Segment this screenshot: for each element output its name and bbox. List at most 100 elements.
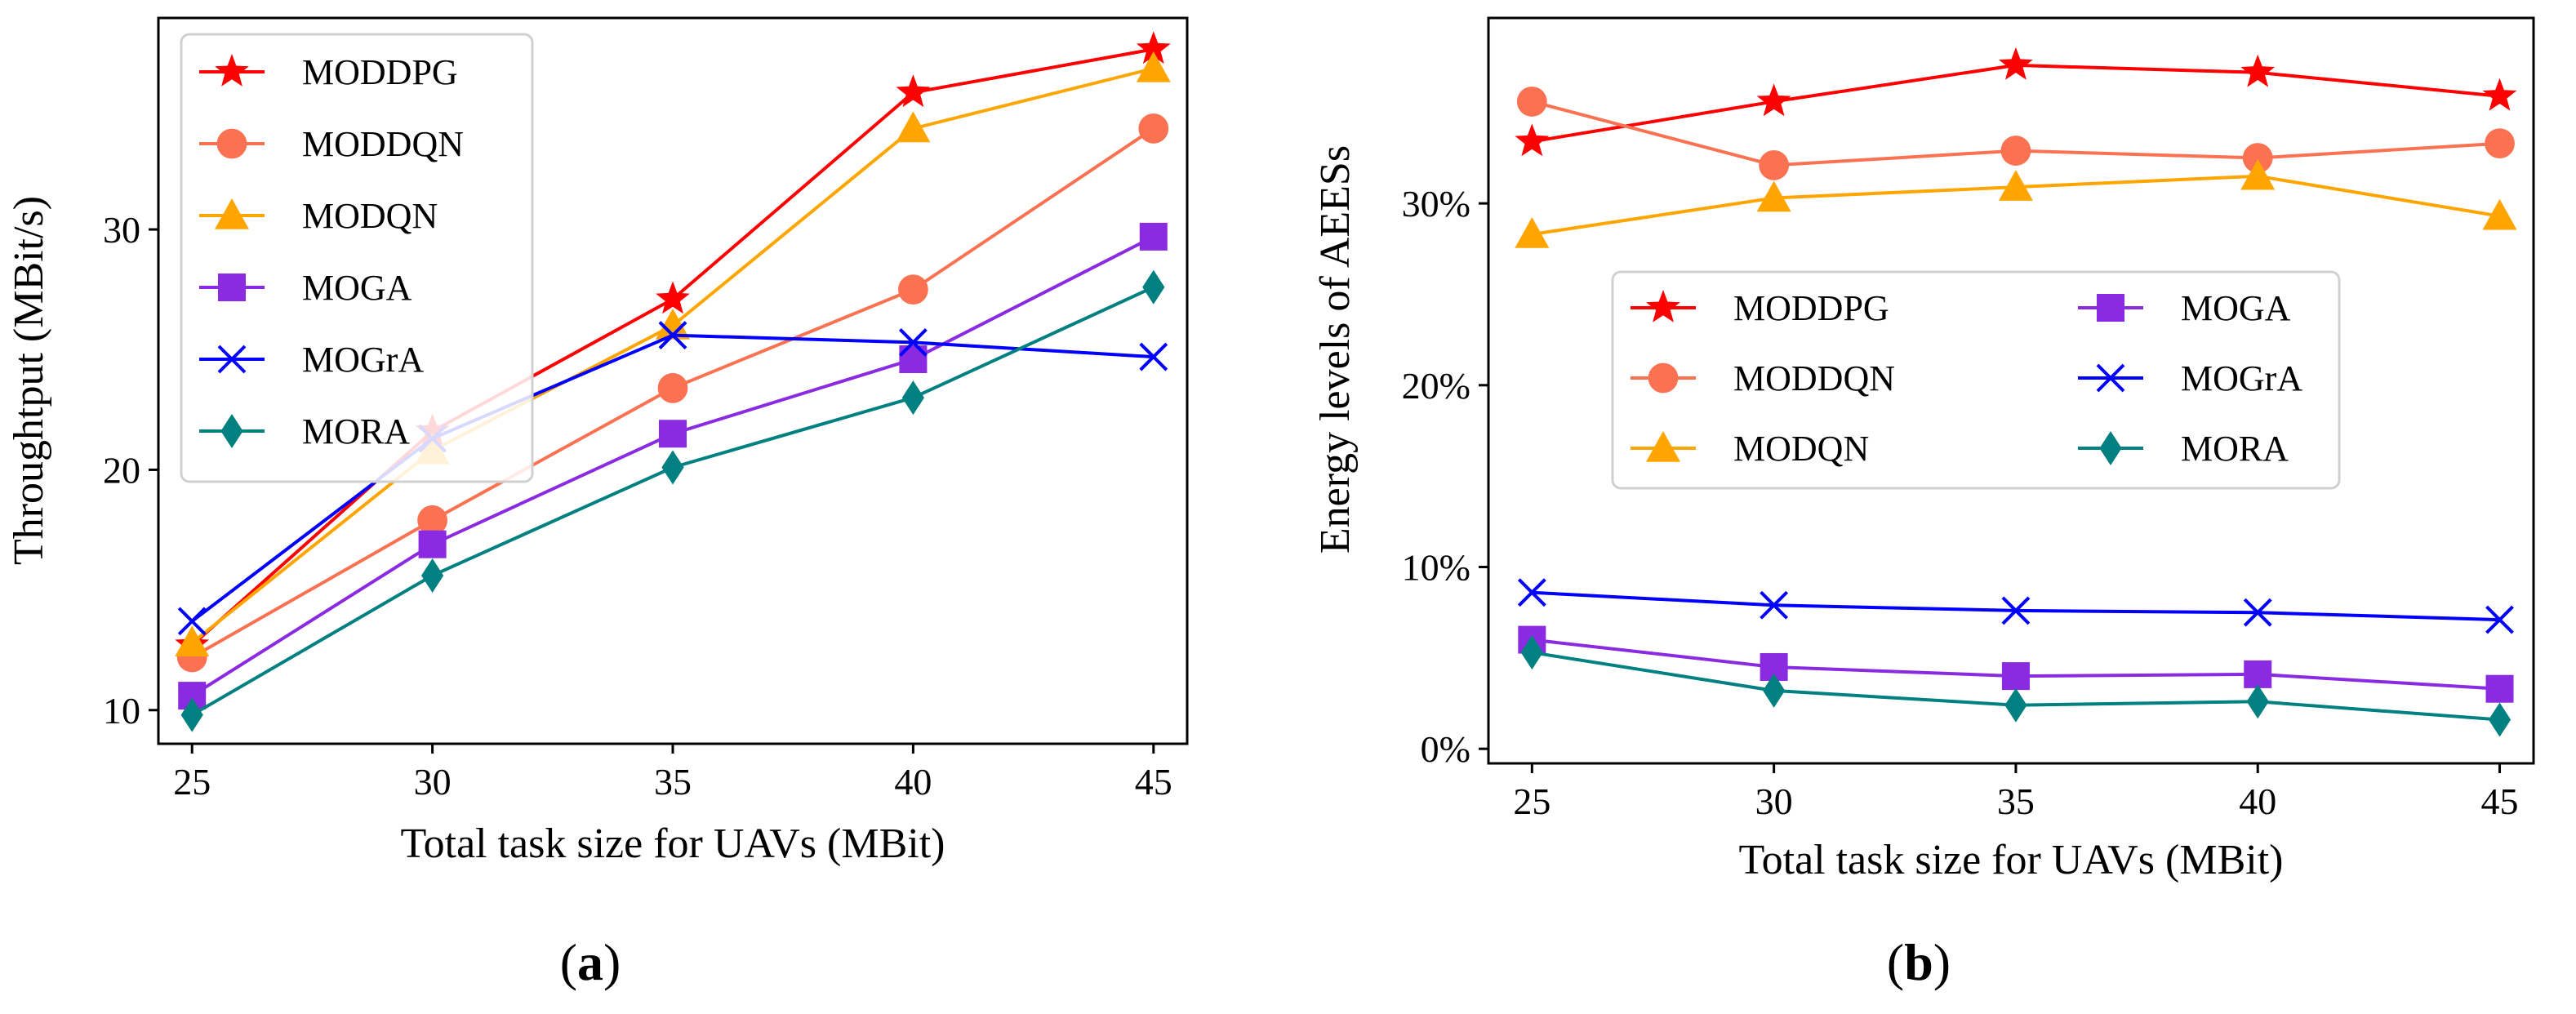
- data-point-moddpg-45: [2482, 78, 2517, 111]
- series-moga: [1518, 625, 2514, 703]
- legend-item-mogra: MOGrA: [199, 340, 424, 380]
- legend-item-moddpg: MODDPG: [199, 52, 458, 92]
- data-point-mogra-45: [1139, 342, 1168, 371]
- data-point-modqn-40: [896, 111, 931, 143]
- series-mogra: [1517, 578, 2514, 634]
- data-point-modqn-35: [1998, 170, 2033, 201]
- y-tick-label: 20: [103, 449, 140, 491]
- y-tick-label: 0%: [1421, 728, 1470, 770]
- data-point-moddpg-35: [656, 281, 690, 314]
- legend-marker-star: [1646, 290, 1680, 322]
- x-axis-label: Total task size for UAVs (MBit): [1739, 837, 2284, 883]
- x-tick-label: 35: [654, 761, 692, 803]
- x-tick-label: 45: [2481, 781, 2519, 822]
- x-tick-label: 35: [1997, 781, 2035, 822]
- legend-item-moga: MOGA: [199, 268, 412, 308]
- x-tick-label: 40: [894, 761, 932, 803]
- series-mora: [1520, 635, 2511, 737]
- data-point-mora-40: [2246, 684, 2269, 719]
- data-point-moddqn-35: [2000, 136, 2031, 166]
- data-point-modqn-45: [1136, 51, 1171, 82]
- caption-open-paren: (: [560, 933, 577, 991]
- caption-close-paren: ): [1933, 933, 1951, 991]
- legend-item-moga: MOGA: [2078, 288, 2291, 328]
- y-tick-label: 10: [103, 690, 140, 732]
- legend-item-modqn: MODQN: [1631, 429, 1869, 469]
- series-line-mogra: [1532, 590, 2500, 622]
- legend-marker-triangle: [1646, 431, 1680, 462]
- series-mora: [180, 269, 1165, 732]
- series-modqn: [1515, 158, 2517, 248]
- data-point-modqn-35: [656, 308, 690, 340]
- data-point-moddqn-30: [417, 505, 448, 536]
- data-point-mora-35: [661, 450, 684, 485]
- y-tick-label: 10%: [1402, 547, 1470, 589]
- legend-label: MODQN: [1733, 429, 1869, 469]
- legend-label: MODDPG: [1733, 288, 1889, 328]
- data-point-moddpg-30: [1756, 83, 1791, 117]
- legend-item-modqn: MODQN: [199, 196, 438, 236]
- data-point-moddqn-45: [2485, 128, 2515, 159]
- data-point-mora-25: [180, 697, 203, 732]
- data-point-mora-25: [1520, 635, 1543, 670]
- x-tick-label: 45: [1135, 761, 1172, 803]
- caption-letter: b: [1904, 933, 1933, 991]
- data-point-mogra-35: [658, 321, 687, 349]
- legend-marker-x: [217, 345, 247, 374]
- data-point-modqn-30: [1756, 180, 1791, 212]
- x-tick-label: 25: [1513, 781, 1550, 822]
- legend-marker-star: [215, 54, 249, 87]
- data-point-moddpg-40: [896, 74, 931, 108]
- data-point-moddqn-40: [897, 274, 928, 305]
- data-point-moga-35: [659, 420, 687, 448]
- data-point-mogra-45: [2485, 605, 2514, 634]
- legend: MODDPG MODDQN MODQN MOGA MOGrA MORA: [1611, 270, 2341, 490]
- y-tick-label: 20%: [1402, 365, 1470, 407]
- panel-caption: (a): [560, 933, 621, 991]
- panel-caption: (b): [1887, 933, 1951, 991]
- data-point-moga-45: [1139, 222, 1168, 251]
- legend-label: MOGA: [2181, 288, 2291, 328]
- data-point-mogra-25: [177, 607, 207, 636]
- data-point-moddqn-25: [1516, 87, 1547, 117]
- data-point-moga-30: [418, 530, 447, 558]
- data-point-moga-45: [2485, 674, 2514, 703]
- y-tick-label: 30: [103, 209, 140, 251]
- data-point-mogra-25: [1517, 578, 1546, 607]
- legend-label: MOGA: [302, 268, 412, 308]
- legend-marker-square: [2097, 294, 2124, 322]
- data-point-moddqn-30: [1759, 149, 1790, 180]
- x-tick-label: 30: [1755, 781, 1793, 822]
- data-point-mora-45: [2488, 702, 2511, 737]
- data-point-modqn-45: [2482, 198, 2517, 230]
- data-point-moddpg-45: [1136, 31, 1171, 64]
- legend-item-moddqn: MODDQN: [199, 124, 464, 164]
- data-point-moddpg-35: [1999, 47, 2033, 80]
- data-point-moddqn-40: [2242, 143, 2273, 173]
- y-tick-label: 30%: [1402, 183, 1470, 225]
- x-axis-label: Total task size for UAVs (MBit): [401, 821, 945, 867]
- legend-marker-square: [218, 274, 246, 301]
- plot-frame: [1487, 16, 2535, 765]
- data-point-mora-30: [421, 558, 444, 593]
- data-point-mora-30: [1763, 673, 1786, 708]
- data-point-modqn-40: [2240, 158, 2276, 190]
- x-tick-label: 25: [173, 761, 211, 803]
- legend-label: MODQN: [302, 196, 438, 236]
- x-tick-label: 40: [2239, 781, 2276, 822]
- legend-marker-triangle: [215, 198, 249, 229]
- data-point-moddpg-40: [2240, 54, 2276, 87]
- legend-box: [1611, 270, 2341, 490]
- legend-label: MODDQN: [1733, 358, 1895, 398]
- y-axis-label: Throughtput (MBit/s): [6, 196, 52, 565]
- data-point-mora-40: [901, 380, 924, 416]
- data-point-mora-35: [2004, 687, 2027, 723]
- data-point-moddqn-45: [1138, 113, 1169, 144]
- legend-box: [180, 33, 534, 483]
- data-point-mogra-40: [898, 327, 928, 357]
- legend: MODDPG MODDQN MODQN MOGA MOGrA MORA: [180, 33, 534, 483]
- data-point-mogra-35: [2001, 596, 2031, 625]
- data-point-mogra-40: [2243, 598, 2272, 627]
- chart-panel-a: 25 30 35 40 45 10 20 30 Total task size for UAVs…: [6, 16, 1189, 991]
